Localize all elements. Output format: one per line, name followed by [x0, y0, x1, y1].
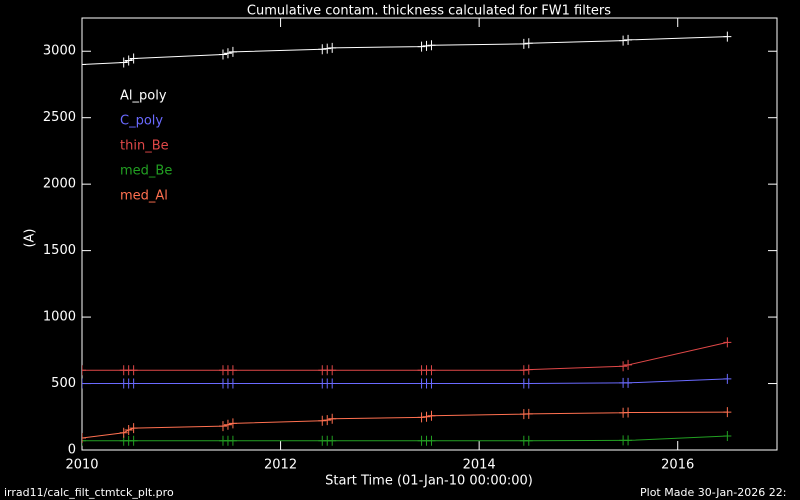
point-marker	[323, 43, 332, 54]
point-marker	[624, 34, 633, 45]
point-marker	[417, 412, 426, 423]
plot-area	[82, 31, 732, 446]
point-marker	[723, 373, 732, 384]
point-marker	[82, 433, 86, 444]
point-marker	[124, 55, 133, 66]
point-marker	[624, 377, 633, 388]
x-tick-label: 2016	[661, 458, 694, 473]
y-tick-label: 2000	[43, 177, 76, 192]
point-marker	[119, 427, 128, 438]
point-marker	[723, 431, 732, 442]
point-marker	[624, 359, 633, 370]
point-marker	[723, 31, 732, 42]
point-marker	[524, 364, 533, 375]
point-marker	[427, 378, 436, 389]
x-axis-label: Start Time (01-Jan-10 00:00:00)	[325, 474, 533, 489]
point-marker	[129, 378, 138, 389]
point-marker	[723, 337, 732, 348]
point-marker	[82, 365, 86, 376]
point-marker	[427, 435, 436, 446]
footer-right: Plot Made 30-Jan-2026 22:	[640, 486, 786, 499]
footer-left: irrad11/calc_filt_ctmtck_plt.pro	[4, 486, 174, 499]
point-marker	[422, 411, 431, 422]
point-marker	[119, 57, 128, 68]
point-marker	[519, 38, 528, 49]
point-marker	[427, 40, 436, 51]
point-marker	[129, 365, 138, 376]
y-tick-label: 0	[68, 443, 76, 458]
point-marker	[328, 378, 337, 389]
point-marker	[422, 40, 431, 51]
series-line	[82, 36, 728, 66]
y-tick-label: 500	[51, 376, 76, 391]
point-marker	[129, 423, 138, 434]
point-marker	[524, 408, 533, 419]
point-marker	[427, 410, 436, 421]
x-tick-label: 2014	[463, 458, 496, 473]
legend-label: med_Be	[120, 164, 172, 179]
point-marker	[228, 46, 237, 57]
series-line	[82, 411, 728, 439]
point-marker	[723, 407, 732, 418]
legend-label: C_poly	[120, 114, 163, 129]
y-tick-label: 1500	[43, 243, 76, 258]
point-marker	[328, 435, 337, 446]
chart-title: Cumulative contam. thickness calculated …	[247, 4, 611, 19]
point-marker	[323, 415, 332, 426]
point-marker	[417, 41, 426, 52]
point-marker	[318, 44, 327, 55]
plot-frame	[81, 17, 778, 451]
point-marker	[124, 425, 133, 436]
point-marker	[619, 35, 628, 46]
point-marker	[524, 38, 533, 49]
legend-label: thin_Be	[120, 139, 169, 154]
y-tick-label: 3000	[43, 44, 76, 59]
series-line	[82, 341, 728, 371]
point-marker	[624, 407, 633, 418]
point-marker	[218, 49, 227, 60]
point-marker	[223, 419, 232, 430]
x-tick-label: 2010	[65, 458, 98, 473]
point-marker	[328, 413, 337, 424]
point-marker	[228, 378, 237, 389]
point-marker	[328, 365, 337, 376]
point-marker	[328, 42, 337, 53]
y-tick-label: 2500	[43, 110, 76, 125]
point-marker	[82, 59, 86, 70]
point-marker	[427, 365, 436, 376]
point-marker	[519, 365, 528, 376]
point-marker	[619, 361, 628, 372]
point-marker	[624, 435, 633, 446]
point-marker	[228, 435, 237, 446]
point-marker	[228, 365, 237, 376]
point-marker	[524, 435, 533, 446]
point-marker	[228, 418, 237, 429]
point-marker	[129, 435, 138, 446]
point-marker	[82, 435, 86, 446]
point-marker	[524, 378, 533, 389]
point-marker	[82, 378, 86, 389]
y-tick-label: 1000	[43, 310, 76, 325]
y-axis-label: (A)	[23, 228, 38, 247]
point-marker	[218, 421, 227, 432]
legend-label: Al_poly	[120, 89, 167, 104]
point-marker	[318, 415, 327, 426]
x-tick-label: 2012	[264, 458, 297, 473]
legend-label: med_Al	[120, 189, 168, 204]
point-marker	[223, 48, 232, 59]
point-marker	[129, 53, 138, 64]
